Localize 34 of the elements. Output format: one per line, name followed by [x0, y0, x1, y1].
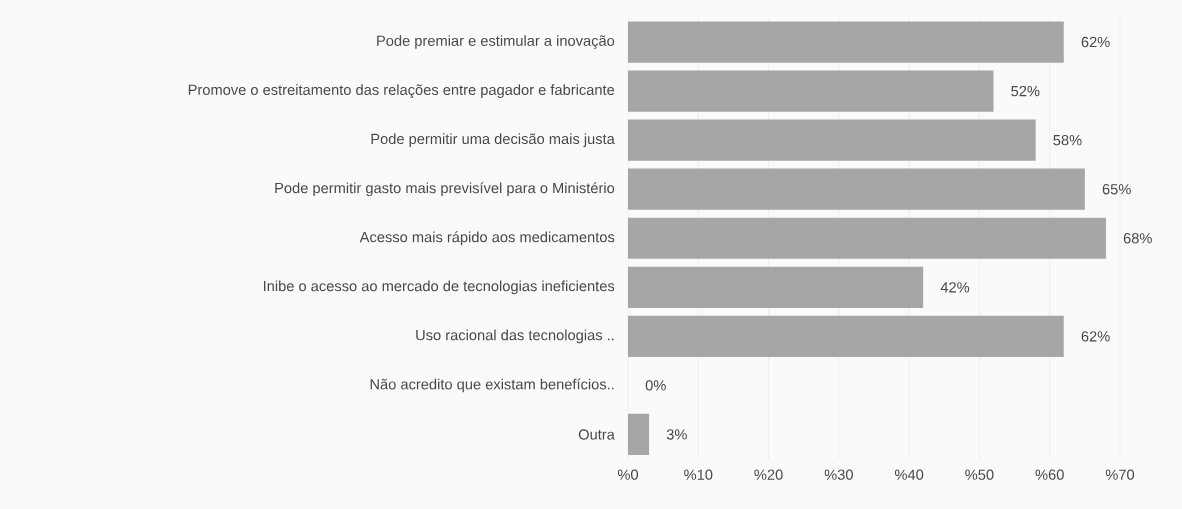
- bar: [628, 70, 994, 112]
- bar: [628, 413, 650, 456]
- x-tick-label: %10: [684, 469, 713, 480]
- x-tick-label: %50: [965, 469, 994, 480]
- y-tick-label: Outra: [578, 429, 615, 440]
- x-tick-label: %0: [617, 469, 639, 480]
- y-tick-label: Promove o estreitamento das relações entre pagador e fabricante: [188, 84, 615, 98]
- y-tick-label: Acesso mais rápido aos medicamentos: [359, 231, 615, 246]
- data-label: 62%: [1081, 331, 1110, 342]
- x-tick-label: %40: [894, 469, 924, 480]
- y-tick-label: Uso racional das tecnologias ..: [416, 329, 614, 344]
- bar: [628, 21, 1064, 63]
- y-tick-label: Inibe o acesso ao mercado de tecnologias ineficientes: [263, 280, 615, 295]
- y-tick-label: Pode premiar e estimular a inovação: [377, 35, 615, 49]
- bar: [628, 168, 1085, 210]
- data-label: 42%: [940, 282, 970, 293]
- y-tick-label: Não acredito que existam benefícios..: [370, 378, 614, 393]
- x-tick-label: %70: [1105, 469, 1135, 480]
- x-tick-label: %20: [754, 469, 783, 480]
- data-label: 62%: [1081, 36, 1110, 48]
- data-label: 3%: [666, 429, 687, 440]
- bar: [628, 217, 1106, 259]
- y-tick-label: Pode permitir uma decisão mais justa: [371, 133, 615, 147]
- bar: [628, 315, 1064, 357]
- bar: [628, 266, 924, 308]
- y-tick-label: Pode permitir gasto mais previsível para o Ministério: [275, 182, 615, 197]
- data-label: 52%: [1011, 85, 1040, 97]
- x-tick-label: %30: [824, 469, 853, 480]
- data-label: 65%: [1102, 184, 1131, 195]
- data-label: 0%: [645, 380, 666, 391]
- data-label: 68%: [1123, 233, 1152, 244]
- data-label: 58%: [1053, 134, 1082, 146]
- x-tick-label: %60: [1035, 469, 1064, 480]
- bar: [628, 119, 1036, 161]
